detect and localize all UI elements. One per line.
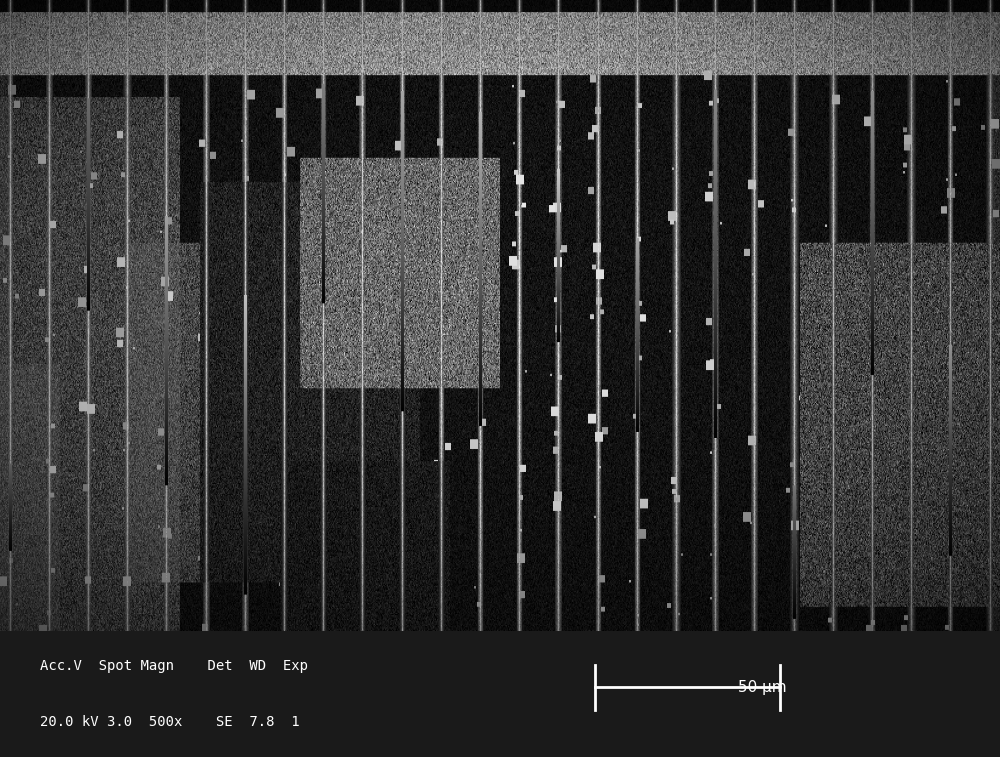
Text: 50 μm: 50 μm: [738, 680, 786, 695]
Text: Acc.V  Spot Magn    Det  WD  Exp: Acc.V Spot Magn Det WD Exp: [40, 659, 308, 673]
Text: 20.0 kV 3.0  500x    SE  7.8  1: 20.0 kV 3.0 500x SE 7.8 1: [40, 715, 300, 728]
